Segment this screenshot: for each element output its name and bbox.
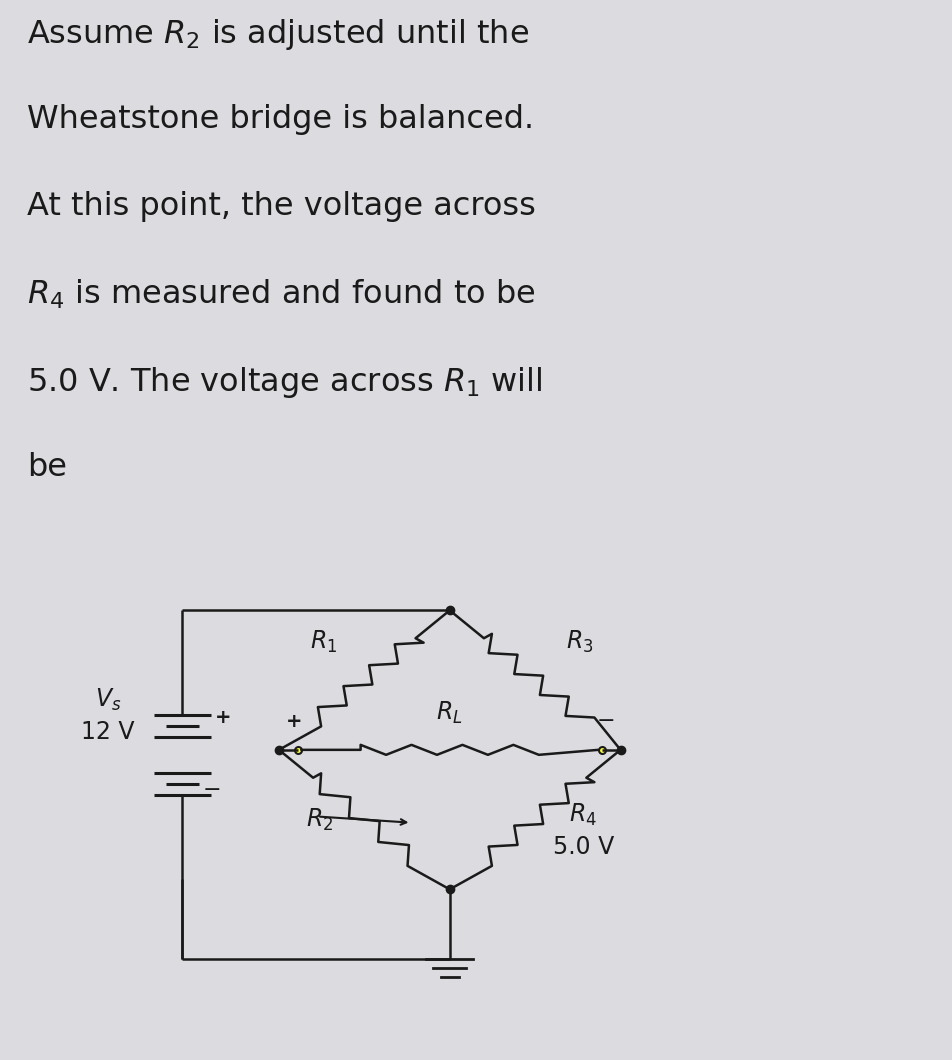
- Text: Wheatstone bridge is balanced.: Wheatstone bridge is balanced.: [28, 104, 534, 135]
- Text: +: +: [286, 712, 302, 731]
- Text: 5.0 V: 5.0 V: [553, 835, 614, 859]
- Text: $R_3$: $R_3$: [565, 629, 593, 655]
- Text: +: +: [215, 708, 231, 727]
- Text: $R_1$: $R_1$: [309, 629, 337, 655]
- Text: 12 V: 12 V: [82, 721, 135, 744]
- Text: 5.0 V. The voltage across $R_1$ will: 5.0 V. The voltage across $R_1$ will: [28, 365, 543, 401]
- Text: $R_4$: $R_4$: [569, 801, 597, 828]
- Text: −: −: [203, 780, 222, 799]
- Text: $R_2$: $R_2$: [307, 807, 333, 833]
- Text: $R_4$ is measured and found to be: $R_4$ is measured and found to be: [28, 278, 536, 312]
- Text: −: −: [596, 711, 615, 731]
- Text: $R_L$: $R_L$: [436, 700, 463, 726]
- Text: $V_s$: $V_s$: [95, 687, 121, 713]
- Text: At this point, the voltage across: At this point, the voltage across: [28, 191, 536, 222]
- Text: Assume $R_2$ is adjusted until the: Assume $R_2$ is adjusted until the: [28, 17, 529, 52]
- Text: be: be: [28, 453, 68, 483]
